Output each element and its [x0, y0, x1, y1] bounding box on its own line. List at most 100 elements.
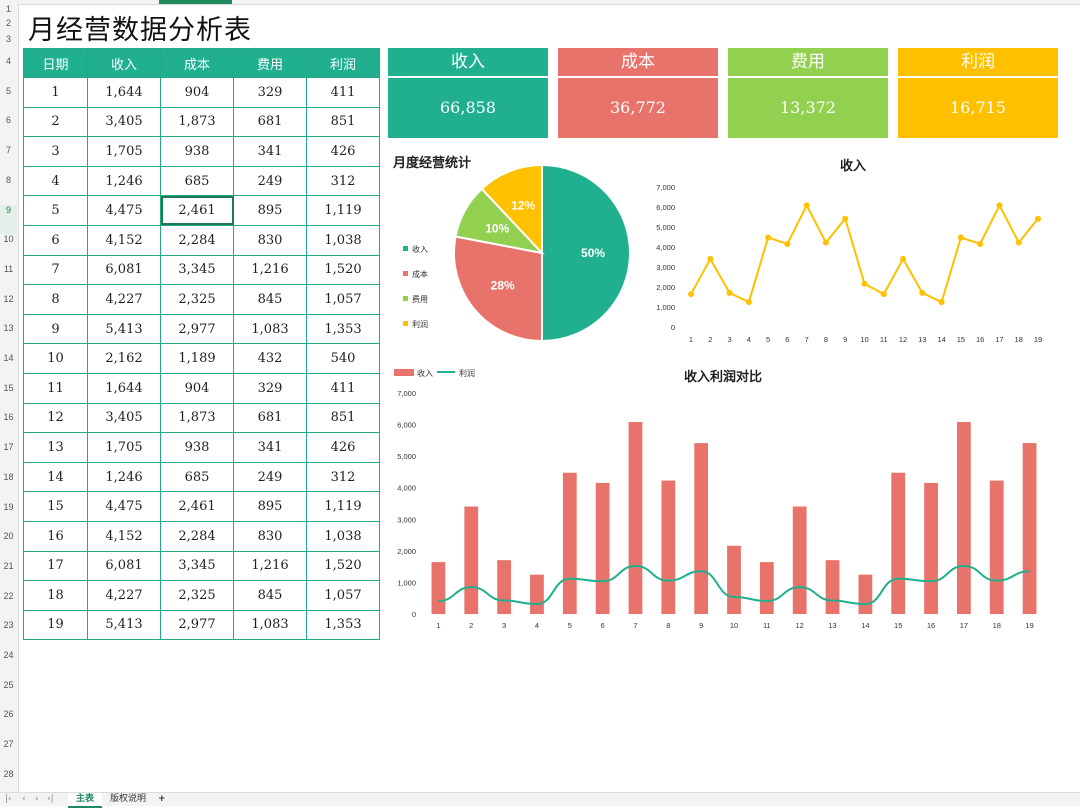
row-number[interactable]: 12 — [3, 293, 14, 304]
row-number[interactable]: 23 — [3, 620, 14, 631]
line-point[interactable] — [803, 202, 810, 209]
table-cell[interactable]: 1,520 — [306, 254, 380, 286]
table-cell[interactable]: 329 — [233, 77, 307, 108]
row-number[interactable]: 15 — [3, 382, 14, 393]
table-cell[interactable]: 4 — [23, 165, 88, 197]
tab-copyright[interactable]: 版权说明 — [110, 794, 147, 804]
sheet-title[interactable]: 月经营数据分析表 — [28, 15, 252, 46]
line-point[interactable] — [842, 215, 849, 222]
row-number[interactable]: 27 — [3, 739, 14, 750]
table-cell[interactable]: 2,977 — [160, 609, 234, 641]
bar[interactable] — [694, 443, 709, 614]
row-number[interactable]: 4 — [5, 56, 11, 66]
row-number[interactable]: 26 — [3, 709, 14, 720]
line-point[interactable] — [1015, 239, 1022, 246]
table-cell[interactable]: 11 — [23, 372, 88, 404]
row-number[interactable]: 7 — [5, 145, 11, 156]
row-number[interactable]: 6 — [5, 115, 11, 126]
table-cell[interactable]: 540 — [306, 343, 380, 374]
table-cell[interactable]: 1,644 — [87, 77, 161, 108]
bar[interactable] — [989, 480, 1004, 614]
table-cell[interactable]: 1,119 — [306, 491, 380, 522]
row-number[interactable]: 24 — [3, 650, 14, 660]
row-number[interactable]: 16 — [3, 412, 14, 423]
table-cell[interactable]: 904 — [160, 77, 234, 108]
table-cell[interactable]: 830 — [233, 520, 307, 552]
bar[interactable] — [497, 560, 512, 614]
bar[interactable] — [595, 482, 610, 614]
table-cell[interactable]: 845 — [233, 284, 307, 315]
table-cell[interactable]: 1,644 — [87, 372, 161, 404]
bar[interactable] — [924, 482, 938, 614]
table-header-cell[interactable]: 日期 — [23, 48, 88, 78]
bar[interactable] — [759, 562, 774, 614]
table-cell[interactable]: 851 — [306, 106, 380, 138]
table-cell[interactable]: 426 — [306, 136, 380, 167]
line-point[interactable] — [765, 234, 772, 241]
line-point[interactable] — [900, 255, 907, 262]
first-sheet-icon[interactable]: |‹ — [5, 794, 12, 804]
table-cell[interactable]: 1,705 — [87, 432, 161, 463]
table-cell[interactable]: 3,345 — [160, 550, 234, 582]
bar[interactable] — [628, 422, 643, 614]
table-cell[interactable]: 312 — [306, 165, 380, 197]
line-point[interactable] — [1035, 215, 1041, 222]
table-cell[interactable]: 312 — [306, 461, 380, 493]
table-header-cell[interactable]: 费用 — [233, 48, 307, 78]
row-number[interactable]: 10 — [3, 234, 14, 245]
table-cell[interactable]: 851 — [306, 402, 380, 434]
table-cell[interactable]: 2,284 — [160, 224, 234, 256]
table-header-cell[interactable]: 成本 — [160, 48, 234, 78]
table-cell[interactable]: 1,873 — [160, 106, 234, 138]
table-cell[interactable]: 329 — [233, 372, 307, 404]
table-cell[interactable]: 341 — [233, 432, 307, 463]
table-cell[interactable]: 19 — [23, 609, 88, 641]
table-cell[interactable]: 2,284 — [160, 520, 234, 552]
row-number[interactable]: 22 — [3, 590, 14, 601]
table-cell[interactable]: 3 — [23, 136, 88, 167]
table-cell[interactable]: 895 — [233, 491, 307, 522]
table-cell[interactable]: 15 — [23, 491, 88, 522]
table-header-cell[interactable]: 收入 — [87, 48, 161, 78]
table-cell[interactable]: 17 — [23, 550, 88, 582]
table-cell[interactable]: 1,353 — [306, 609, 380, 641]
row-number[interactable]: 28 — [3, 768, 14, 779]
table-cell[interactable]: 895 — [233, 195, 307, 226]
table-header-cell[interactable]: 利润 — [306, 48, 380, 78]
table-cell[interactable]: 5,413 — [87, 313, 161, 345]
table-cell[interactable]: 10 — [23, 343, 88, 374]
table-cell[interactable]: 2,461 — [160, 195, 234, 226]
bar[interactable] — [792, 506, 807, 614]
row-number[interactable]: 19 — [3, 501, 14, 512]
row-number[interactable]: 17 — [3, 442, 14, 453]
table-cell[interactable]: 2,162 — [87, 343, 161, 374]
bar[interactable] — [431, 562, 446, 614]
profit-line[interactable] — [438, 565, 1030, 606]
row-number[interactable]: 9 — [0, 204, 17, 235]
table-cell[interactable]: 4,152 — [87, 520, 161, 552]
table-cell[interactable]: 2 — [23, 106, 88, 138]
bar[interactable] — [825, 560, 840, 614]
line-point[interactable] — [938, 299, 945, 306]
table-cell[interactable]: 426 — [306, 432, 380, 463]
table-cell[interactable]: 1,216 — [233, 550, 307, 582]
table-cell[interactable]: 2,461 — [160, 491, 234, 522]
table-cell[interactable]: 432 — [233, 343, 307, 374]
table-cell[interactable]: 1,083 — [233, 609, 307, 641]
table-cell[interactable]: 6,081 — [87, 550, 161, 582]
table-cell[interactable]: 1,520 — [306, 550, 380, 582]
table-cell[interactable]: 3,405 — [87, 402, 161, 434]
table-cell[interactable]: 1,189 — [160, 343, 234, 374]
row-number[interactable]: 2 — [5, 18, 11, 28]
table-cell[interactable]: 341 — [233, 136, 307, 167]
table-cell[interactable]: 4,227 — [87, 580, 161, 611]
row-number[interactable]: 21 — [3, 560, 14, 571]
bar[interactable] — [530, 574, 544, 614]
tab-main[interactable]: 主表 — [68, 793, 103, 808]
table-cell[interactable]: 9 — [23, 313, 88, 345]
next-sheet-icon[interactable]: › — [35, 794, 39, 804]
table-cell[interactable]: 12 — [23, 402, 88, 434]
table-cell[interactable]: 685 — [160, 165, 234, 197]
table-cell[interactable]: 16 — [23, 520, 88, 552]
